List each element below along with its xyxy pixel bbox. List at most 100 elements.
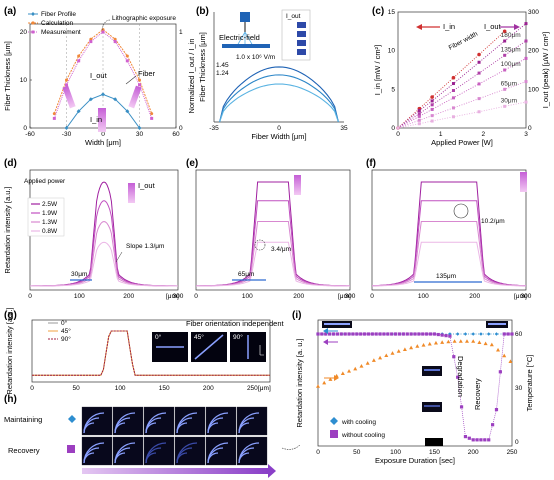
- x-tick-label-pd: 200: [123, 293, 134, 300]
- legend-label-with-cooling: with cooling: [341, 419, 376, 426]
- data-point-c: [503, 53, 507, 57]
- legend-label-0-8w: 0.8W: [42, 228, 58, 235]
- annotation-slope-f: 10.2/μm: [481, 218, 505, 225]
- x-tick-label-pf: 0: [370, 293, 374, 300]
- annotation-fiber-pointer: [125, 75, 137, 85]
- data-point-temperature: [353, 366, 358, 371]
- panel-i-legend: with cooling without cooling: [330, 417, 385, 439]
- data-point-temperature: [427, 341, 432, 346]
- data-point-without-cooling: [425, 332, 429, 336]
- data-point-a: [138, 78, 141, 82]
- data-point-temperature: [322, 380, 327, 385]
- arrow-iout-right: [128, 85, 142, 109]
- inset-0deg-label: 0°: [155, 333, 162, 341]
- plot-frame-i: [317, 319, 513, 447]
- y2-axis-label-i: Temperature [°C]: [525, 355, 534, 412]
- panel-d-legend: Applied power 2.5W 1.9W 1.3W 0.8W: [24, 178, 66, 237]
- x-axis-label-i: Exposure Duration [sec]: [375, 456, 455, 465]
- data-point-c: [503, 104, 507, 108]
- x-tick-label-a: 60: [172, 131, 180, 138]
- data-point-without-cooling: [471, 438, 475, 442]
- data-point-without-cooling: [382, 332, 386, 336]
- strip-frame: [143, 436, 175, 466]
- legend-marker-fiber-profile: [31, 12, 35, 16]
- data-point-a: [113, 40, 117, 44]
- data-point-without-cooling: [331, 332, 336, 336]
- data-point-c: [524, 22, 528, 26]
- data-point-with-cooling: [494, 332, 499, 336]
- annotation-fiber: Fiber: [138, 69, 156, 78]
- x-tick-label-pf: 200: [469, 293, 480, 300]
- legend-label-1-9w: 1.9W: [42, 210, 58, 217]
- data-point-without-cooling: [421, 332, 425, 336]
- legend-label-2-5w: 2.5W: [42, 201, 58, 208]
- data-point-without-cooling: [355, 332, 359, 336]
- data-point-without-cooling: [335, 332, 339, 336]
- annotation-1-24: 1.24: [216, 70, 229, 77]
- data-point-with-cooling: [463, 332, 468, 336]
- data-point-without-cooling: [444, 334, 448, 338]
- data-point-temperature: [316, 384, 320, 388]
- data-point-c: [430, 95, 434, 99]
- data-point-temperature: [489, 342, 494, 347]
- annotation-degradation: Degradation: [456, 356, 465, 397]
- slope-d-pointer: [115, 251, 123, 263]
- annotation-lithographic-pointer: [101, 19, 111, 31]
- legend-marker-with-cooling: [330, 417, 338, 425]
- data-point-without-cooling: [320, 332, 324, 336]
- strip-frame: [81, 406, 113, 436]
- data-point-without-cooling: [347, 332, 351, 336]
- x-tick-label-i: 100: [390, 449, 401, 456]
- panel-h-link-pointer: [281, 444, 301, 450]
- legend-label-measurement: Measurement: [41, 29, 81, 36]
- legend-label-45deg: 45°: [61, 327, 71, 335]
- data-point-without-cooling: [494, 408, 499, 412]
- data-point-c: [430, 114, 434, 118]
- data-point-without-cooling: [405, 332, 409, 336]
- data-point-without-cooling: [362, 332, 367, 336]
- substrate-icon: [222, 44, 270, 48]
- strip-frame: [236, 406, 268, 436]
- data-point-a: [101, 30, 105, 34]
- legend-marker-calculation: [31, 21, 35, 25]
- data-point-temperature: [421, 343, 426, 347]
- data-point-a: [65, 78, 68, 82]
- data-point-a: [101, 92, 105, 97]
- data-point-a: [113, 97, 118, 102]
- annotation-scale-f: 135μm: [436, 273, 456, 280]
- data-point-temperature: [477, 340, 482, 344]
- data-point-without-cooling: [459, 405, 464, 409]
- profile-curve-pf: [372, 181, 526, 287]
- y-axis-label-g: Retardation intensity [a.u.]: [5, 307, 14, 394]
- arrowhead-iin-c: [416, 24, 422, 30]
- legend-marker-without-cooling: [330, 430, 338, 438]
- arrowhead-left-purple: [323, 339, 328, 345]
- panel-label-e: (e): [186, 158, 198, 169]
- x-axis-label-c: Applied Power [W]: [431, 138, 493, 147]
- annotation-field-strength: 1.0 x 10⁶ V/m: [236, 54, 275, 61]
- data-point-without-cooling: [483, 438, 487, 442]
- data-point-a: [150, 112, 154, 116]
- annotation-iout-a: I_out: [90, 71, 108, 80]
- y2-tick-label-i: 30: [515, 385, 523, 392]
- x-unit-label-pf: [μm]: [514, 293, 527, 300]
- legend-label-1-3w: 1.3W: [42, 219, 58, 226]
- series-label-c: 30μm: [501, 97, 517, 104]
- data-point-without-cooling: [401, 332, 405, 336]
- iout-bar-2: [297, 31, 306, 37]
- x-tick-label-a: 0: [101, 131, 105, 138]
- annotation-iout-b: I_out: [286, 13, 301, 20]
- iout-bar-3: [297, 40, 306, 46]
- strip-arc: [145, 412, 167, 434]
- profile-curve-b: [219, 74, 339, 123]
- y2-tick-label-c: 200: [528, 48, 539, 55]
- slope-circle-e: [254, 239, 266, 251]
- x-tick-label-b: -35: [209, 125, 219, 132]
- data-point-temperature: [440, 340, 445, 344]
- x-unit-label-pd: [μm]: [166, 293, 179, 300]
- data-point-temperature: [378, 355, 383, 360]
- data-point-a: [89, 37, 93, 41]
- annotation-iin-a: I_in: [90, 115, 102, 124]
- plot-frame-g: [31, 319, 271, 383]
